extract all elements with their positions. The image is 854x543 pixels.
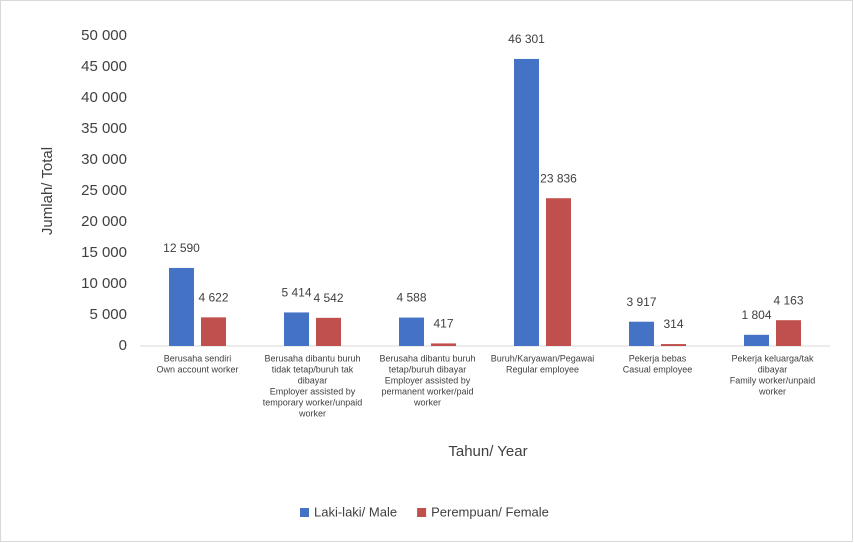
legend-label: Perempuan/ Female (431, 504, 549, 519)
x-tick-label: worker (298, 408, 326, 418)
y-tick-label: 15 000 (81, 244, 127, 261)
x-tick-label: worker (758, 386, 786, 396)
x-axis-title: Tahun/ Year (448, 443, 527, 460)
x-tick-label: dibayar (758, 364, 788, 374)
y-tick-label: 5 000 (89, 306, 127, 323)
x-tick-label: permanent worker/paid (381, 386, 473, 396)
x-tick-label: Employer assisted by (270, 386, 356, 396)
y-tick-label: 40 000 (81, 89, 127, 106)
bar (169, 267, 194, 346)
x-tick-label: tidak tetap/buruh tak (272, 364, 354, 374)
bar (514, 58, 539, 346)
x-tick-label: temporary worker/unpaid (263, 397, 363, 407)
data-label: 1 804 (741, 308, 771, 322)
x-tick-label: Employer assisted by (385, 375, 471, 385)
data-label: 3 917 (626, 295, 656, 309)
x-tick-label: Own account worker (156, 364, 238, 374)
x-tick-label: Regular employee (506, 364, 579, 374)
bar (629, 321, 654, 346)
x-tick-label: Casual employee (623, 364, 693, 374)
bar (661, 344, 686, 346)
x-tick-label: Berusaha sendiri (164, 353, 232, 363)
legend-swatch (300, 508, 309, 517)
x-tick-label: Berusaha dibantu buruh (379, 353, 475, 363)
legend-swatch (417, 508, 427, 517)
bar (201, 317, 226, 346)
y-tick-label: 25 000 (81, 182, 127, 199)
data-label: 4 163 (773, 293, 803, 307)
y-tick-label: 30 000 (81, 151, 127, 168)
x-tick-label: worker (413, 397, 441, 407)
bar (776, 320, 801, 346)
bar (399, 317, 424, 346)
bar (316, 317, 341, 346)
y-tick-label: 35 000 (81, 120, 127, 137)
x-tick-label: tetap/buruh dibayar (389, 364, 467, 374)
x-tick-label: dibayar (298, 375, 328, 385)
data-label: 314 (663, 317, 683, 331)
x-tick-label: Pekerja bebas (629, 353, 687, 363)
bar (744, 334, 769, 346)
y-tick-label: 20 000 (81, 213, 127, 230)
data-label: 4 542 (313, 291, 343, 305)
data-label: 4 622 (198, 291, 228, 305)
data-label: 4 588 (396, 291, 426, 305)
y-tick-label: 45 000 (81, 58, 127, 75)
x-tick-label: Buruh/Karyawan/Pegawai (491, 353, 595, 363)
bar (431, 343, 456, 346)
y-tick-label: 0 (119, 337, 127, 354)
x-tick-label: Berusaha dibantu buruh (264, 353, 360, 363)
x-tick-label: Family worker/unpaid (730, 375, 816, 385)
data-label: 12 590 (163, 241, 200, 255)
y-tick-label: 10 000 (81, 275, 127, 292)
data-label: 417 (433, 317, 453, 331)
bar (546, 198, 571, 346)
y-axis-title: Jumlah/ Total (39, 147, 56, 235)
data-label: 23 836 (540, 171, 577, 185)
data-label: 46 301 (508, 32, 545, 46)
y-tick-label: 50 000 (81, 27, 127, 44)
legend-label: Laki-laki/ Male (314, 504, 397, 519)
data-label: 5 414 (281, 286, 311, 300)
bar (284, 312, 309, 346)
x-tick-label: Pekerja keluarga/tak (731, 353, 814, 363)
